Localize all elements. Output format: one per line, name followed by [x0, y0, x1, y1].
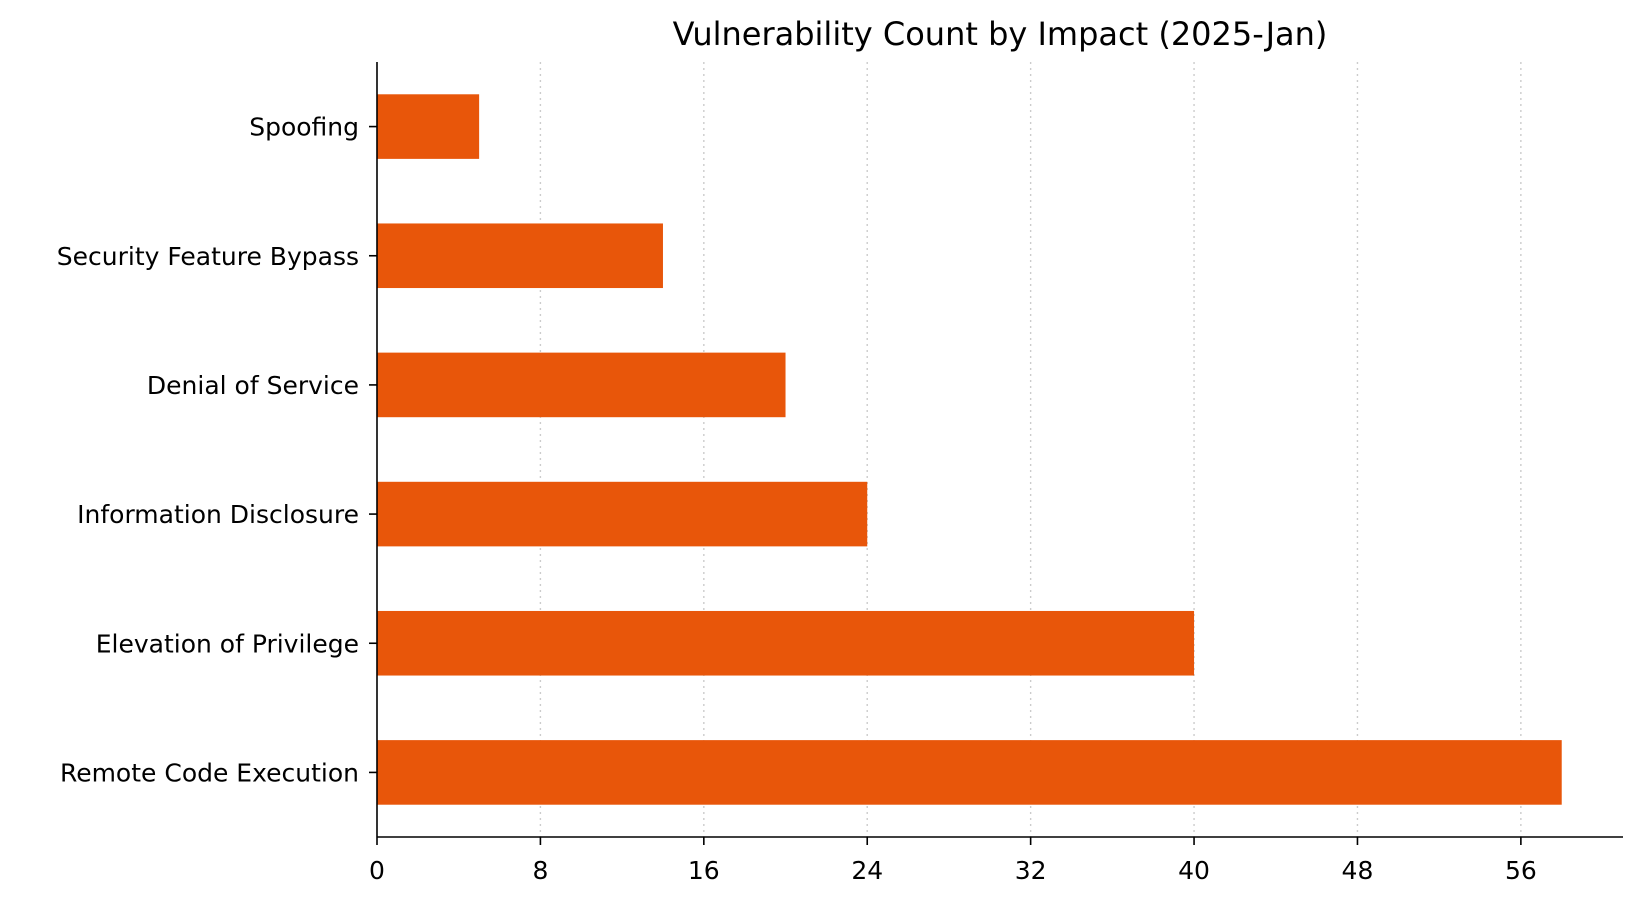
category-label: Elevation of Privilege — [96, 629, 359, 658]
x-tick-label: 0 — [369, 856, 385, 885]
x-tick-label: 48 — [1342, 856, 1374, 885]
axes — [369, 62, 1623, 845]
category-label: Security Feature Bypass — [57, 242, 359, 271]
x-tick-label: 24 — [851, 856, 883, 885]
bar-elevation-of-privilege — [377, 610, 1195, 676]
x-tick-label: 56 — [1505, 856, 1537, 885]
x-tick-label: 40 — [1178, 856, 1210, 885]
category-label: Spoofing — [249, 113, 359, 142]
category-labels: Spoofing Security Feature Bypass Denial of… — [57, 113, 359, 788]
category-label: Remote Code Execution — [60, 758, 359, 787]
category-label: Information Disclosure — [77, 500, 359, 529]
bar-spoofing — [377, 94, 480, 159]
x-tick-label: 32 — [1015, 856, 1047, 885]
x-tick-labels: 0 8 16 24 32 40 48 56 — [369, 856, 1537, 885]
category-label: Denial of Service — [147, 371, 359, 400]
grid-lines — [539, 62, 1522, 837]
chart-title: Vulnerability Count by Impact (2025-Jan) — [673, 15, 1328, 53]
bar-denial-of-service — [377, 352, 786, 418]
x-tick-label: 16 — [688, 856, 720, 885]
x-tick-label: 8 — [532, 856, 548, 885]
bar-remote-code-execution — [377, 740, 1562, 805]
bar-security-feature-bypass — [377, 223, 663, 289]
bars — [377, 94, 1562, 805]
bar-information-disclosure — [377, 481, 868, 547]
